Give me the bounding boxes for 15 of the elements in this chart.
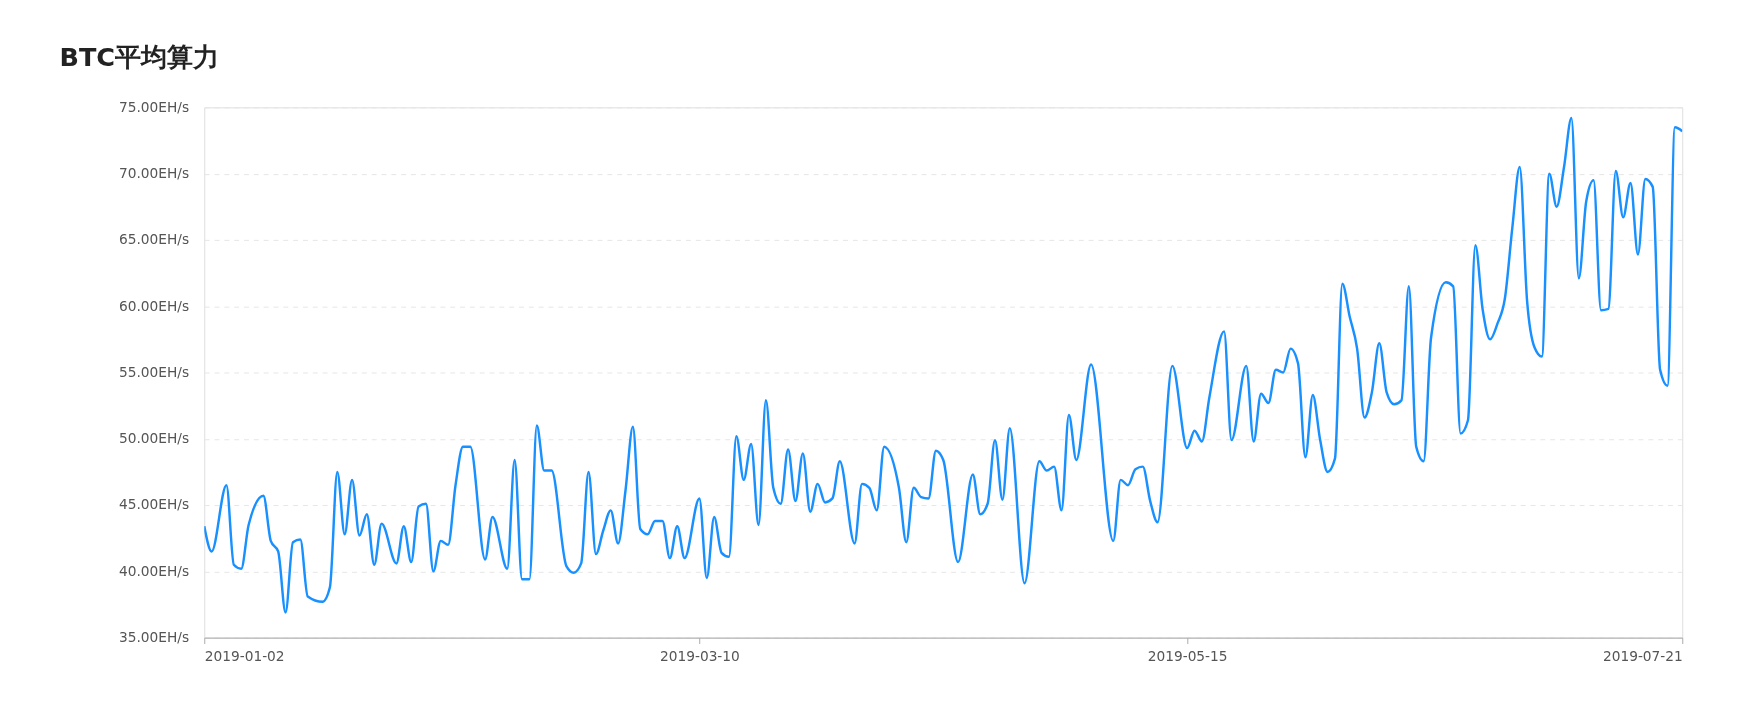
- y-tick-label: 70.00EH/s: [118, 165, 190, 182]
- y-tick-label: 55.00EH/s: [118, 363, 190, 380]
- chart-title: BTC平均算力: [59, 42, 220, 73]
- x-tick-label: 2019-01-02: [204, 647, 285, 664]
- y-tick-label: 45.00EH/s: [118, 496, 190, 513]
- y-tick-label: 60.00EH/s: [118, 297, 190, 314]
- line-series: [204, 116, 1683, 614]
- y-tick-label: 50.00EH/s: [118, 430, 190, 447]
- x-tick-label: 2019-07-21: [1602, 647, 1683, 664]
- y-tick-label: 35.00EH/s: [118, 629, 190, 646]
- y-tick-label: 65.00EH/s: [118, 231, 190, 248]
- y-tick-label: 40.00EH/s: [118, 562, 190, 579]
- y-tick-label: 75.00EH/s: [118, 98, 190, 115]
- x-tick-label: 2019-05-15: [1147, 647, 1228, 664]
- x-tick-label: 2019-03-10: [659, 647, 740, 664]
